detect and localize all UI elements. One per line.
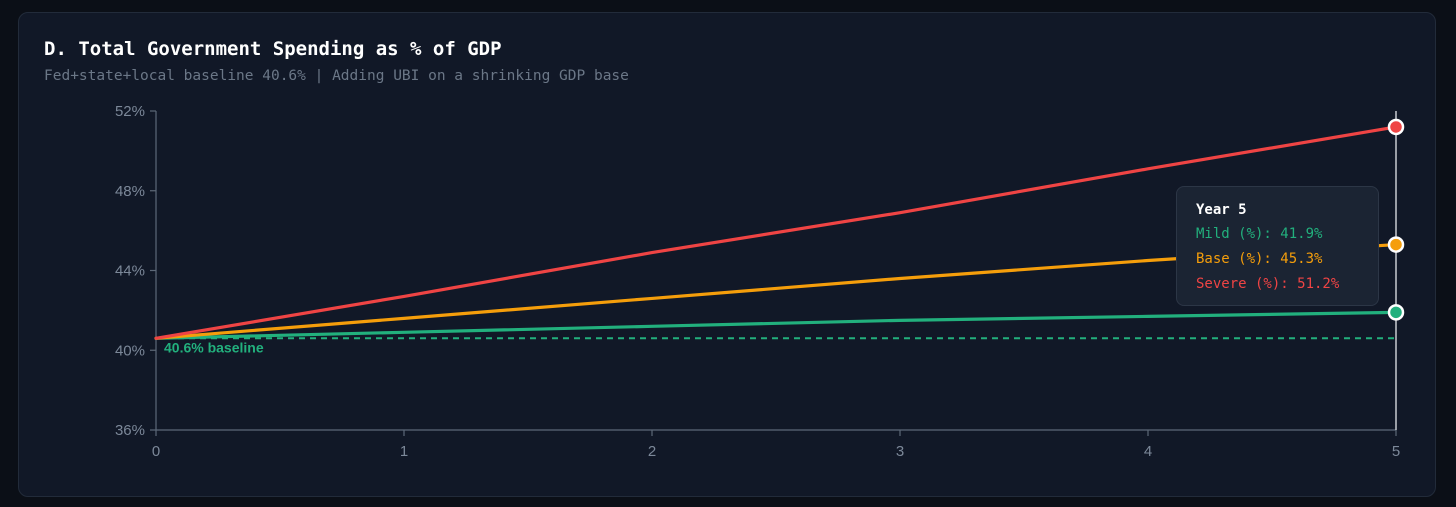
- chart-title: D. Total Government Spending as % of GDP: [44, 38, 502, 60]
- y-tick-label: 36%: [115, 422, 145, 439]
- tooltip-row-base: Base (%): 45.3%: [1196, 251, 1323, 267]
- hover-crosshair-group: [1387, 111, 1405, 430]
- baseline-label: 40.6% baseline: [164, 339, 264, 355]
- x-tick-label: 2: [648, 443, 656, 460]
- series-line-severe: [154, 125, 1398, 340]
- x-tick-label: 4: [1144, 443, 1152, 460]
- chart-axes: 36% 40% 44% 48% 52% 0 1 2 3 4 5: [115, 103, 1400, 460]
- y-tick-label: 48%: [115, 183, 145, 200]
- x-tick-label: 5: [1392, 443, 1400, 460]
- x-tick-label: 3: [896, 443, 904, 460]
- baseline-reference: 40.6% baseline: [156, 337, 1396, 355]
- chart-subtitle: Fed+state+local baseline 40.6% | Adding …: [44, 68, 629, 84]
- x-tick-label: 0: [152, 443, 160, 460]
- active-point-severe: [1387, 118, 1405, 136]
- active-point-base: [1387, 236, 1405, 253]
- y-tick-label: 52%: [115, 103, 145, 120]
- tooltip-title: Year 5: [1196, 202, 1247, 218]
- chart-tooltip: Year 5 Mild (%): 41.9% Base (%): 45.3% S…: [1176, 186, 1379, 306]
- series-line-mild: [154, 310, 1398, 340]
- y-tick-label: 40%: [115, 342, 145, 359]
- active-point-mild: [1387, 304, 1405, 321]
- tooltip-row-mild: Mild (%): 41.9%: [1196, 226, 1323, 242]
- tooltip-row-severe: Severe (%): 51.2%: [1196, 276, 1340, 292]
- y-tick-label: 44%: [115, 263, 145, 280]
- x-tick-label: 1: [400, 443, 408, 460]
